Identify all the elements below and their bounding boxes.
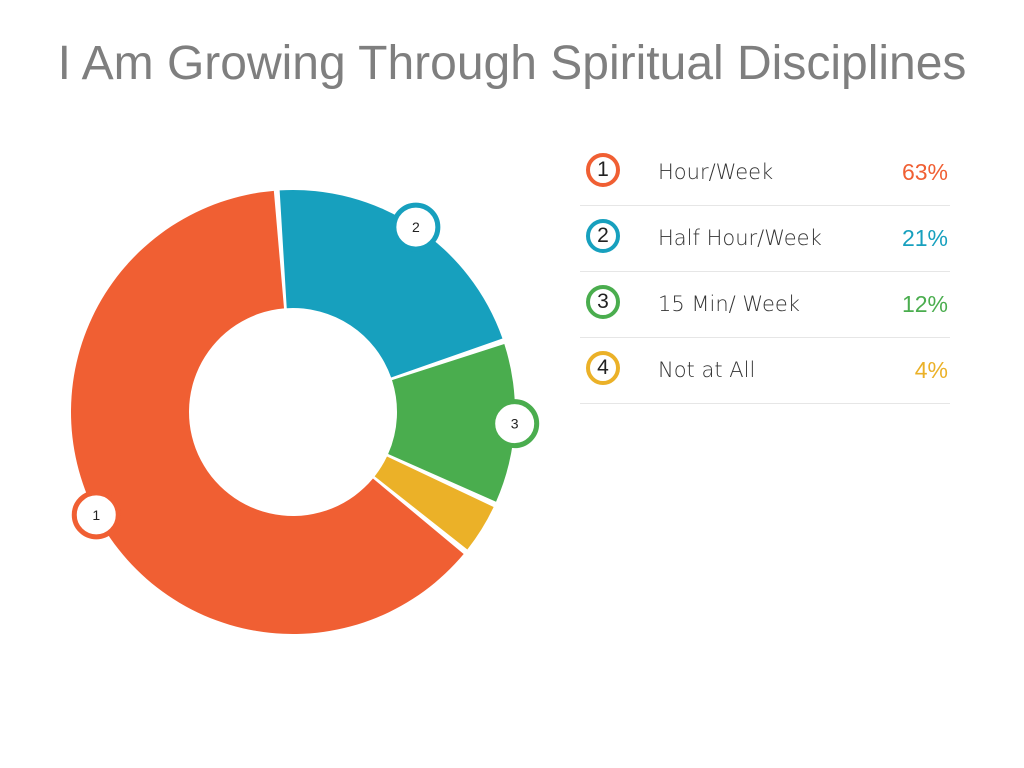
slice-badge-1: 1 — [71, 490, 121, 540]
legend-number-badge: 2 — [586, 219, 620, 253]
legend-value: 63% — [901, 159, 948, 185]
legend-number-badge: 1 — [586, 153, 620, 187]
slice-badge-number: 1 — [92, 507, 100, 523]
donut-slice-2 — [279, 190, 503, 378]
slice-badge-circle — [71, 490, 121, 540]
legend-item: 4 Not at All 4% — [580, 338, 950, 404]
donut-slice-3 — [388, 343, 515, 502]
chart-title: I Am Growing Through Spiritual Disciplin… — [57, 37, 967, 90]
slice-badge-circle — [391, 202, 441, 252]
legend-item: 1 Hour/Week 63% — [580, 140, 950, 206]
slice-badge-3: 3 — [490, 399, 540, 449]
legend-label: Half Hour/Week — [658, 226, 822, 250]
slice-badge-2: 2 — [391, 202, 441, 252]
donut-slice-4 — [374, 456, 494, 550]
slice-badge-circle — [490, 399, 540, 449]
legend-item: 3 15 Min/ Week 12% — [580, 272, 950, 338]
legend-label: 15 Min/ Week — [658, 292, 800, 316]
slice-badge-number: 3 — [511, 416, 519, 432]
legend-label: Not at All — [658, 358, 756, 382]
legend-number-badge: 4 — [586, 351, 620, 385]
legend-label: Hour/Week — [658, 160, 774, 184]
donut-slice-1 — [70, 190, 464, 634]
legend: 1 Hour/Week 63% 2 Half Hour/Week 21% 3 15 Min/ … — [580, 140, 950, 404]
legend-number-badge: 3 — [586, 285, 620, 319]
legend-item: 2 Half Hour/Week 21% — [580, 206, 950, 272]
legend-value: 21% — [901, 225, 948, 251]
slice-badge-number: 2 — [412, 219, 420, 235]
legend-value: 12% — [901, 291, 948, 317]
donut-chart: 1 2 3 — [70, 190, 540, 634]
legend-value: 4% — [914, 357, 948, 383]
